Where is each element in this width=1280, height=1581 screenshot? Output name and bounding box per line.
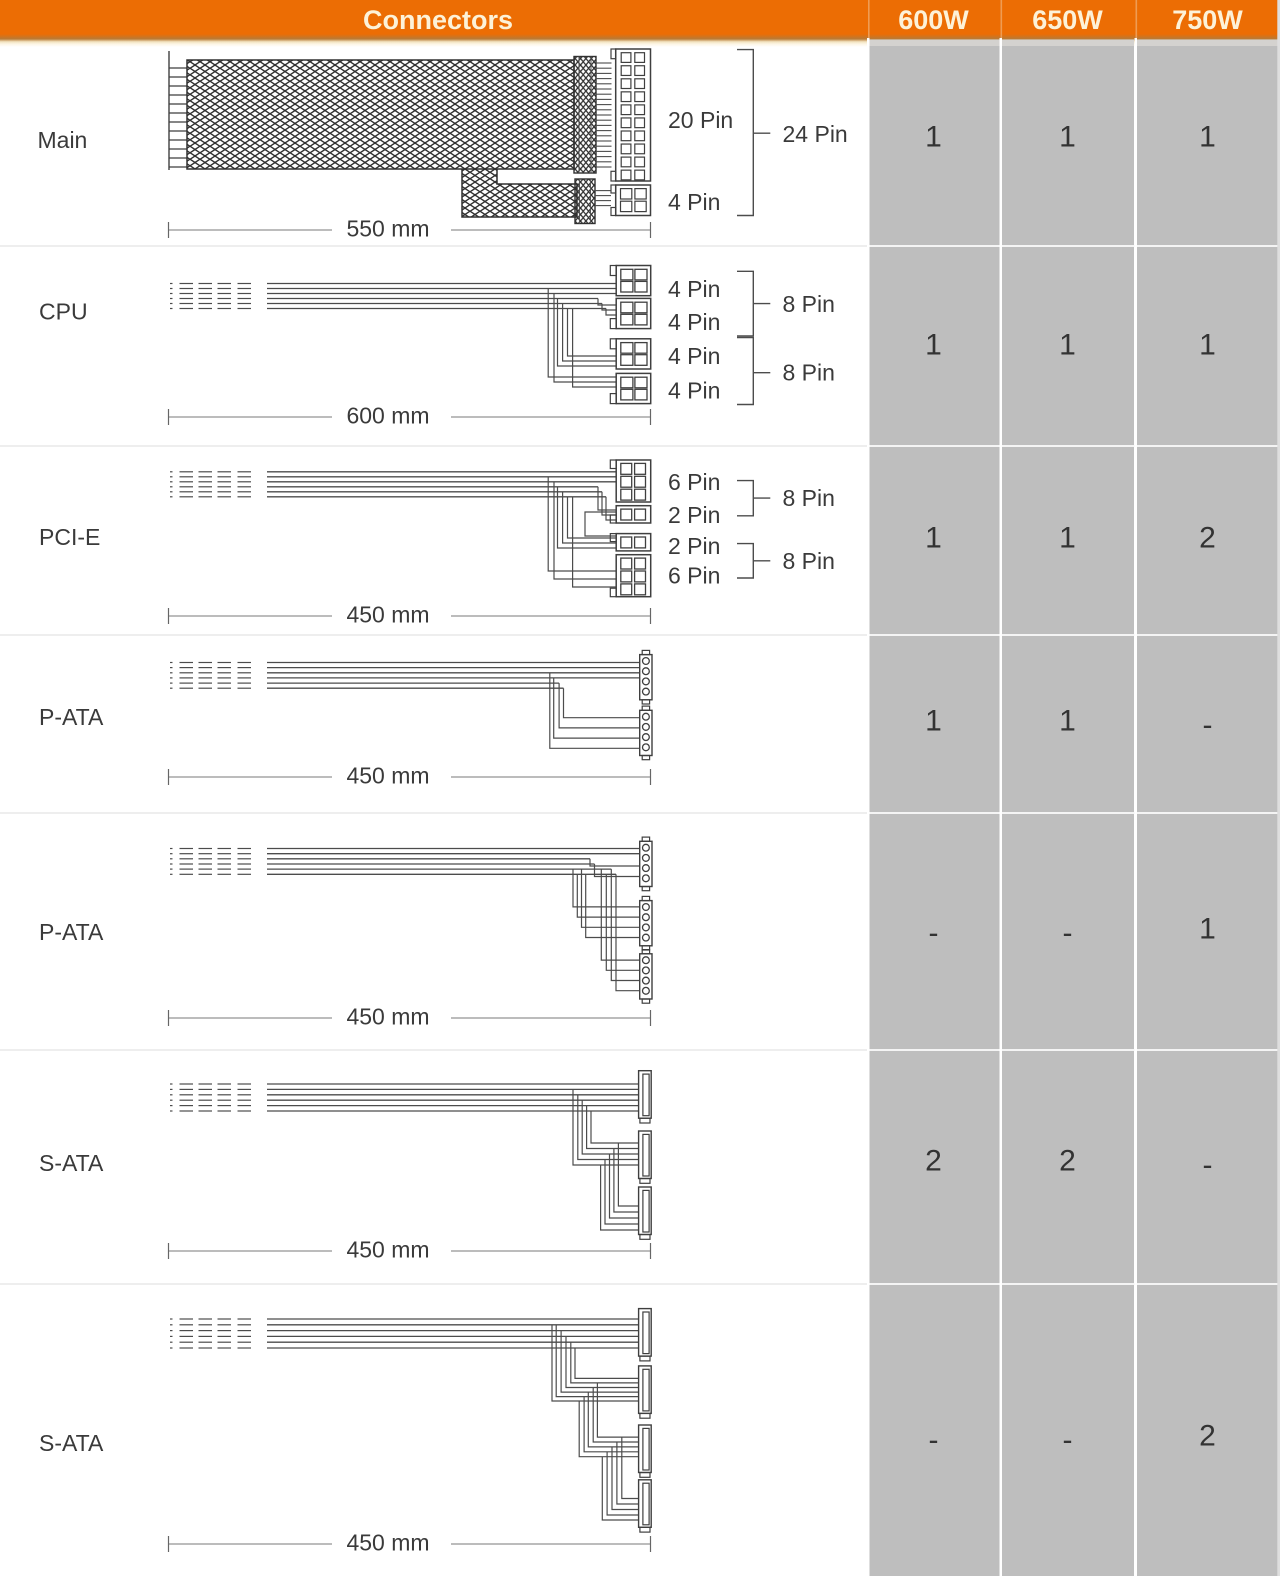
svg-text:S-ATA: S-ATA xyxy=(39,1150,104,1176)
svg-text:8 Pin: 8 Pin xyxy=(783,548,835,574)
svg-text:450 mm: 450 mm xyxy=(346,763,429,789)
svg-text:1: 1 xyxy=(925,705,942,738)
svg-text:650W: 650W xyxy=(1032,5,1103,35)
svg-text:-: - xyxy=(1063,917,1073,950)
svg-text:1: 1 xyxy=(1059,329,1076,362)
svg-text:-: - xyxy=(1203,709,1213,742)
svg-text:PCI-E: PCI-E xyxy=(39,524,100,550)
svg-text:P-ATA: P-ATA xyxy=(39,704,104,730)
svg-text:750W: 750W xyxy=(1172,5,1243,35)
svg-text:P-ATA: P-ATA xyxy=(39,919,104,945)
svg-text:-: - xyxy=(929,1424,939,1457)
svg-text:2 Pin: 2 Pin xyxy=(668,502,720,528)
svg-text:2: 2 xyxy=(1059,1145,1076,1178)
svg-text:8 Pin: 8 Pin xyxy=(783,485,835,511)
svg-text:20 Pin: 20 Pin xyxy=(668,107,733,133)
svg-text:1: 1 xyxy=(1059,121,1076,154)
svg-text:2: 2 xyxy=(1199,522,1216,555)
svg-text:S-ATA: S-ATA xyxy=(39,1430,104,1456)
svg-text:1: 1 xyxy=(925,121,942,154)
svg-text:600W: 600W xyxy=(898,5,969,35)
svg-text:450 mm: 450 mm xyxy=(346,1237,429,1263)
svg-text:4 Pin: 4 Pin xyxy=(668,276,720,302)
svg-text:24 Pin: 24 Pin xyxy=(783,121,848,147)
svg-text:1: 1 xyxy=(1199,121,1216,154)
svg-text:8 Pin: 8 Pin xyxy=(783,291,835,317)
svg-text:450 mm: 450 mm xyxy=(346,1530,429,1556)
svg-text:-: - xyxy=(929,917,939,950)
svg-text:450 mm: 450 mm xyxy=(346,1004,429,1030)
svg-text:4 Pin: 4 Pin xyxy=(668,343,720,369)
svg-text:600 mm: 600 mm xyxy=(346,403,429,429)
svg-text:1: 1 xyxy=(925,329,942,362)
svg-text:Main: Main xyxy=(38,127,88,153)
svg-text:4 Pin: 4 Pin xyxy=(668,378,720,404)
svg-text:4 Pin: 4 Pin xyxy=(668,309,720,335)
svg-text:-: - xyxy=(1063,1424,1073,1457)
svg-text:2 Pin: 2 Pin xyxy=(668,533,720,559)
svg-text:CPU: CPU xyxy=(39,299,88,325)
svg-text:1: 1 xyxy=(1199,329,1216,362)
svg-text:-: - xyxy=(1203,1149,1213,1182)
svg-text:1: 1 xyxy=(925,522,942,555)
svg-text:6 Pin: 6 Pin xyxy=(668,469,720,495)
svg-text:450 mm: 450 mm xyxy=(346,602,429,628)
svg-text:4 Pin: 4 Pin xyxy=(668,189,720,215)
svg-text:1: 1 xyxy=(1059,705,1076,738)
svg-text:8 Pin: 8 Pin xyxy=(783,360,835,386)
svg-text:1: 1 xyxy=(1199,913,1216,946)
svg-text:6 Pin: 6 Pin xyxy=(668,563,720,589)
svg-text:Connectors: Connectors xyxy=(363,5,513,35)
svg-text:1: 1 xyxy=(1059,522,1076,555)
svg-text:550 mm: 550 mm xyxy=(346,216,429,242)
svg-text:2: 2 xyxy=(925,1145,942,1178)
svg-text:2: 2 xyxy=(1199,1420,1216,1453)
